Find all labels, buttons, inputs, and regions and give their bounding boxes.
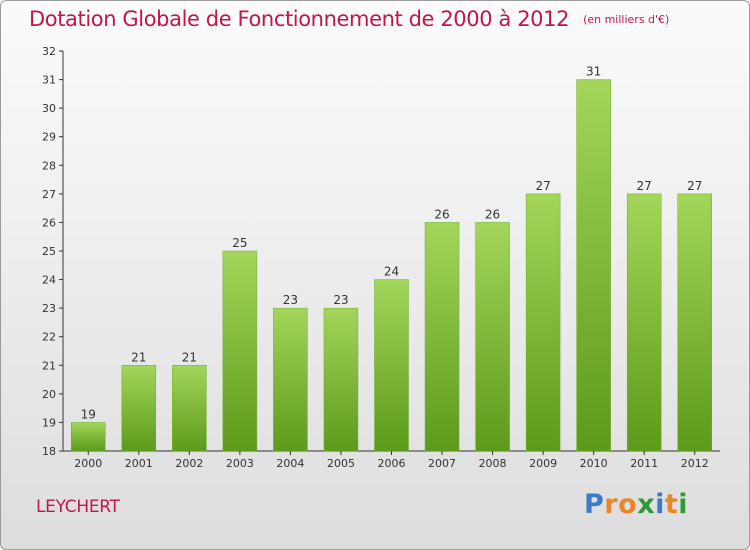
- data-label: 23: [283, 293, 298, 307]
- x-tick-label: 2008: [479, 457, 507, 470]
- bar: [475, 222, 510, 452]
- x-tick-label: 2012: [681, 457, 709, 470]
- logo-letter: o: [618, 489, 638, 520]
- bar: [71, 422, 106, 452]
- x-tick-label: 2009: [529, 457, 557, 470]
- x-tick-label: 2011: [630, 457, 658, 470]
- x-tick-label: 2010: [580, 457, 608, 470]
- y-tick-label: 29: [42, 131, 56, 144]
- y-tick-label: 32: [42, 45, 56, 58]
- y-tick-label: 24: [42, 274, 56, 287]
- x-tick-label: 2001: [125, 457, 153, 470]
- y-tick-label: 21: [42, 359, 56, 372]
- bar: [525, 193, 561, 452]
- bar: [576, 79, 611, 452]
- chart-title: Dotation Globale de Fonctionnement de 20…: [29, 7, 570, 31]
- x-tick-label: 2000: [74, 457, 102, 470]
- y-tick-label: 18: [42, 445, 56, 458]
- y-tick-label: 19: [42, 416, 56, 429]
- data-label: 21: [182, 350, 197, 364]
- data-label: 27: [687, 179, 702, 193]
- data-label: 19: [81, 407, 96, 421]
- proxiti-logo: Proxiti: [584, 489, 688, 520]
- bar: [424, 222, 460, 452]
- x-tick-label: 2002: [175, 457, 203, 470]
- data-label: 21: [131, 350, 146, 364]
- bar: [273, 307, 308, 452]
- title-row: Dotation Globale de Fonctionnement de 20…: [29, 7, 669, 31]
- y-tick-label: 27: [42, 188, 56, 201]
- bar: [323, 307, 359, 452]
- data-label: 26: [434, 207, 449, 221]
- commune-name: LEYCHERT: [36, 497, 120, 517]
- x-tick-label: 2005: [327, 457, 355, 470]
- bar: [121, 365, 157, 452]
- logo-letter: P: [584, 489, 605, 520]
- data-label: 31: [586, 65, 601, 79]
- y-tick-label: 28: [42, 159, 56, 172]
- bar: [222, 250, 258, 452]
- y-tick-label: 25: [42, 245, 56, 258]
- bar: [677, 193, 712, 452]
- unit-label: (en milliers d'€): [583, 13, 670, 26]
- y-tick-label: 31: [42, 74, 56, 87]
- y-tick-label: 30: [42, 102, 56, 115]
- y-tick-label: 26: [42, 216, 56, 229]
- bar: [626, 193, 662, 452]
- data-label: 26: [485, 207, 500, 221]
- y-tick-label: 23: [42, 302, 56, 315]
- x-tick-label: 2003: [226, 457, 254, 470]
- logo-letter: t: [664, 489, 679, 520]
- bar: [374, 279, 409, 452]
- data-label: 24: [384, 265, 399, 279]
- logo-letter: r: [604, 489, 619, 520]
- data-label: 27: [637, 179, 652, 193]
- data-label: 27: [535, 179, 550, 193]
- data-label: 25: [232, 236, 247, 250]
- x-tick-label: 2007: [428, 457, 456, 470]
- y-tick-label: 22: [42, 331, 56, 344]
- y-tick-label: 20: [42, 388, 56, 401]
- x-tick-label: 2006: [378, 457, 406, 470]
- logo-letter: x: [637, 489, 656, 520]
- x-tick-label: 2004: [276, 457, 304, 470]
- bar: [172, 365, 207, 452]
- logo-letter: i: [678, 489, 689, 520]
- data-label: 23: [333, 293, 348, 307]
- logo-letter: i: [655, 489, 665, 520]
